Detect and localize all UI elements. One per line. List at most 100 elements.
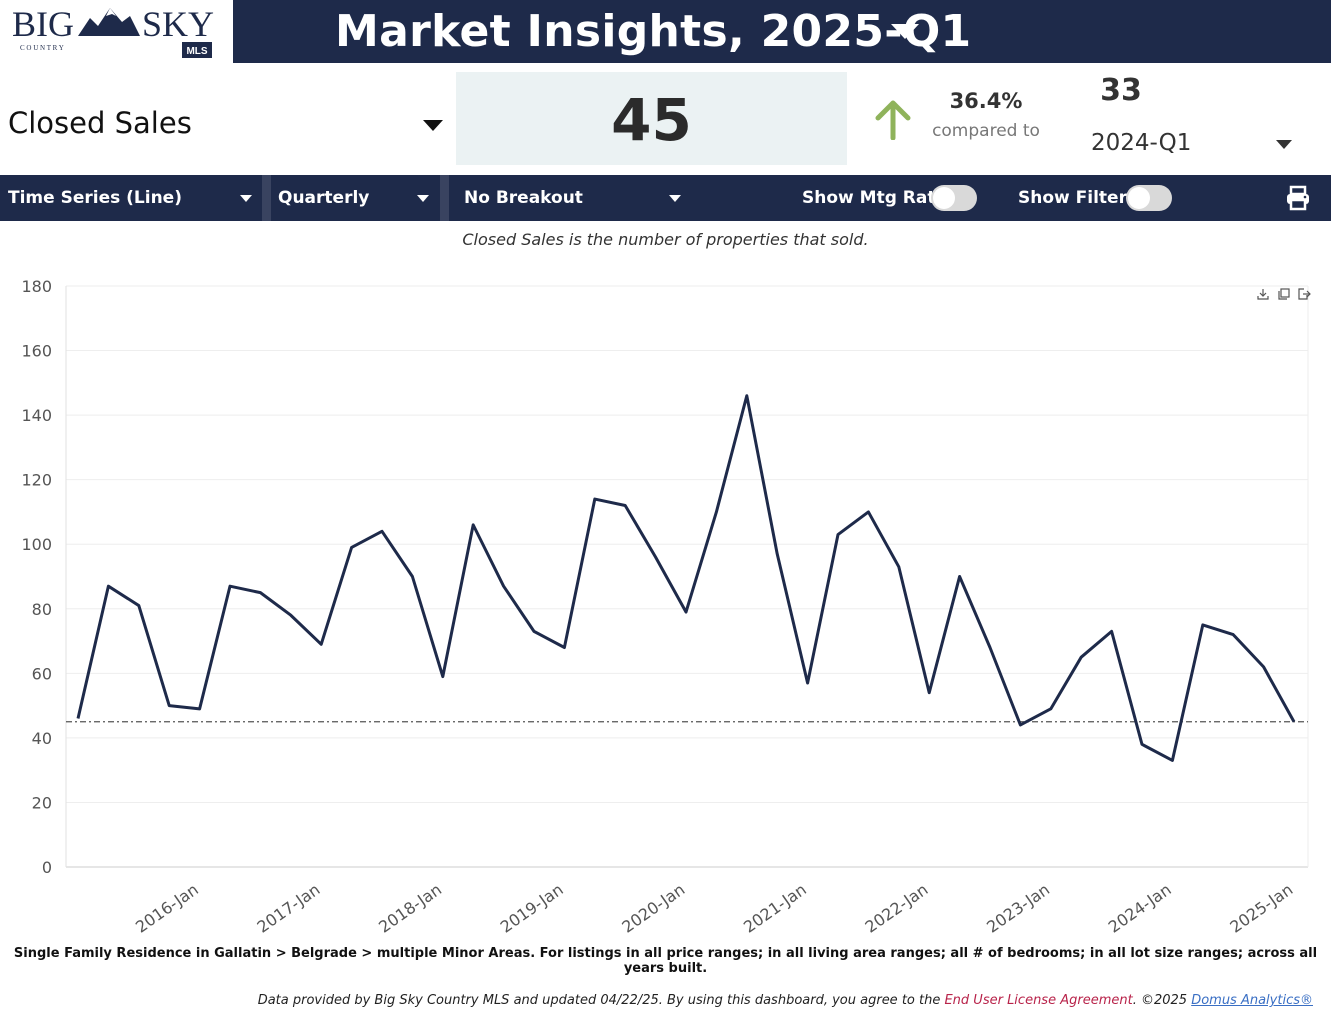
compare-period-label: 2024-Q1 [1091, 130, 1192, 156]
data-point[interactable] [255, 588, 265, 598]
data-point[interactable] [590, 494, 600, 504]
y-tick-label: 20 [32, 793, 52, 812]
data-point[interactable] [103, 581, 113, 591]
data-point[interactable] [863, 507, 873, 517]
interval-dropdown[interactable]: Quarterly [270, 175, 440, 221]
breakout-dropdown[interactable]: No Breakout [456, 175, 689, 221]
x-tick-label: 2025-Jan [1226, 880, 1296, 937]
period-dropdown-caret-icon[interactable] [891, 24, 919, 39]
interval-caret-icon [417, 195, 429, 202]
copy-icon[interactable] [1278, 288, 1290, 300]
eula-link[interactable]: End User License Agreement [944, 993, 1133, 1008]
data-point[interactable] [1228, 630, 1238, 640]
data-point[interactable] [347, 542, 357, 552]
logo-word-big: BIG [12, 4, 74, 44]
logo-badge [182, 42, 212, 58]
data-point[interactable] [1015, 720, 1025, 730]
show-mtg-rate-toggle[interactable] [931, 185, 977, 211]
logo-badge-text: MLS [186, 46, 207, 57]
data-point[interactable] [499, 581, 509, 591]
data-point[interactable] [772, 549, 782, 559]
data-point[interactable] [1046, 704, 1056, 714]
data-credits: Data provided by Big Sky Country MLS and… [258, 993, 1313, 1008]
chart-type-caret-icon [240, 195, 252, 202]
credits-text: Data provided by Big Sky Country MLS and… [257, 993, 945, 1008]
data-point[interactable] [316, 639, 326, 649]
x-tick-label: 2018-Jan [375, 880, 445, 937]
printer-icon[interactable] [1285, 185, 1311, 211]
x-tick-label: 2016-Jan [132, 880, 202, 937]
data-point[interactable] [1137, 739, 1147, 749]
data-point[interactable] [164, 701, 174, 711]
x-tick-label: 2020-Jan [618, 880, 688, 937]
metric-description: Closed Sales is the number of properties… [462, 230, 869, 249]
data-point[interactable] [559, 643, 569, 653]
data-point[interactable] [1076, 652, 1086, 662]
up-arrow-icon [875, 100, 911, 140]
data-point[interactable] [681, 607, 691, 617]
mountain-snow-icon [106, 8, 116, 16]
y-tick-label: 60 [32, 664, 52, 683]
data-point[interactable] [134, 601, 144, 611]
data-point[interactable] [286, 610, 296, 620]
filter-footnote: Single Family Residence in Gallatin > Be… [13, 946, 1318, 976]
export-icon[interactable] [1298, 288, 1311, 300]
toggle-knob [1128, 187, 1150, 209]
data-point[interactable] [803, 678, 813, 688]
chart-gridlines [65, 285, 1309, 868]
data-point[interactable] [377, 526, 387, 536]
show-filters-toggle[interactable] [1126, 185, 1172, 211]
data-point[interactable] [225, 581, 235, 591]
header-bar: Market Insights, 2025-Q1 [233, 0, 1331, 63]
data-point[interactable] [894, 562, 904, 572]
x-axis-ticks: 2016-Jan 2017-Jan 2018-Jan 2019-Jan 2020-Jan… [132, 880, 1296, 937]
data-point[interactable] [1259, 662, 1269, 672]
data-point[interactable] [1167, 755, 1177, 765]
data-point[interactable] [833, 530, 843, 540]
data-point[interactable] [620, 500, 630, 510]
breakout-label: No Breakout [464, 188, 583, 208]
series-line [76, 394, 1296, 762]
interval-label: Quarterly [278, 188, 370, 208]
y-tick-label: 140 [21, 406, 52, 425]
data-point[interactable] [73, 714, 83, 724]
data-point[interactable] [468, 520, 478, 530]
y-tick-label: 0 [42, 858, 52, 877]
x-tick-label: 2022-Jan [862, 880, 932, 937]
chart-toolbar: Time Series (Line) Quarterly No Breakout… [0, 175, 1331, 221]
data-point[interactable] [1198, 620, 1208, 630]
data-point[interactable] [711, 507, 721, 517]
series-points [73, 391, 1299, 766]
chart-type-dropdown[interactable]: Time Series (Line) [0, 175, 262, 221]
data-point[interactable] [1289, 717, 1299, 727]
metric-dropdown[interactable]: Closed Sales [0, 72, 455, 172]
chart-toolbox [1257, 288, 1311, 300]
data-point[interactable] [955, 572, 965, 582]
y-tick-label: 40 [32, 729, 52, 748]
data-point[interactable] [742, 391, 752, 401]
logo-graphic: BIG SKY C O U N T R Y MLS [12, 4, 214, 58]
x-tick-label: 2023-Jan [983, 880, 1053, 937]
download-icon[interactable] [1257, 288, 1269, 300]
y-tick-label: 120 [21, 471, 52, 490]
compare-period-dropdown[interactable]: 2024-Q1 [1086, 128, 1310, 160]
data-point[interactable] [985, 643, 995, 653]
y-tick-label: 80 [32, 600, 52, 619]
data-point[interactable] [924, 688, 934, 698]
data-point[interactable] [195, 704, 205, 714]
x-tick-label: 2021-Jan [740, 880, 810, 937]
compared-to-label: compared to [932, 121, 1040, 141]
metric-value-box: 45 [456, 72, 847, 165]
data-point[interactable] [651, 552, 661, 562]
show-filters-label: Show Filters: [1018, 188, 1144, 208]
data-point[interactable] [407, 572, 417, 582]
y-tick-label: 100 [21, 535, 52, 554]
y-tick-label: 160 [21, 342, 52, 361]
domus-link[interactable]: Domus Analytics® [1191, 993, 1313, 1008]
brand-logo: BIG SKY C O U N T R Y MLS [0, 0, 233, 63]
data-point[interactable] [529, 626, 539, 636]
data-point[interactable] [1107, 626, 1117, 636]
data-point[interactable] [438, 672, 448, 682]
chart-type-label: Time Series (Line) [8, 188, 182, 208]
closed-sales-line-chart: 0 20 40 60 80 100 120 140 160 180 2016-Jan 2017-Ja… [21, 277, 1311, 937]
